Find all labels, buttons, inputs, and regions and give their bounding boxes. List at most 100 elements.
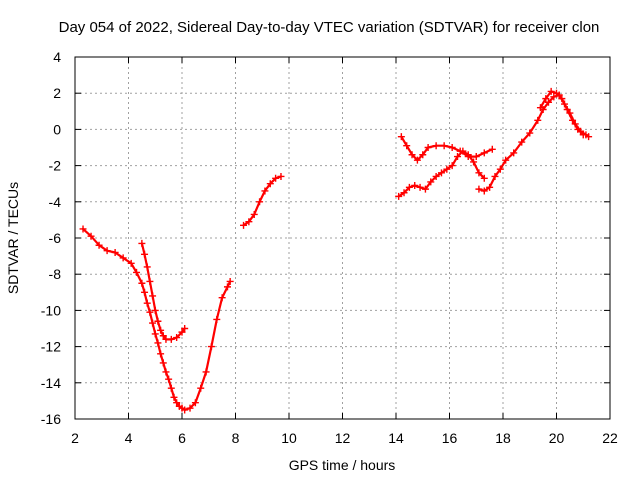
- y-tick-label: -10: [41, 302, 61, 318]
- y-axis-title: SDTVAR / TECUs: [5, 182, 21, 294]
- data-point: [181, 406, 189, 414]
- data-point: [448, 144, 456, 151]
- series-arc-7: [536, 87, 587, 139]
- data-point: [491, 172, 499, 180]
- data-point: [207, 343, 215, 351]
- data-point: [103, 247, 111, 255]
- data-point: [202, 368, 210, 376]
- data-point: [502, 156, 510, 164]
- data-point: [151, 306, 159, 314]
- data-point: [448, 162, 456, 170]
- data-point: [133, 268, 141, 276]
- data-point: [488, 145, 496, 153]
- y-tick-label: -14: [41, 375, 61, 391]
- data-point: [146, 308, 154, 316]
- data-point: [395, 192, 403, 200]
- data-point: [456, 147, 464, 155]
- y-tick-label: -8: [49, 266, 62, 282]
- data-point: [154, 317, 162, 325]
- data-point: [544, 98, 552, 106]
- data-point: [542, 95, 550, 103]
- data-point: [475, 169, 483, 177]
- data-point: [579, 131, 587, 139]
- data-point: [223, 283, 231, 291]
- data-point: [191, 399, 199, 407]
- y-tick-label: -2: [49, 158, 62, 174]
- y-tick-label: -6: [49, 230, 62, 246]
- chart-title: Day 054 of 2022, Sidereal Day-to-day VTE…: [59, 19, 600, 36]
- x-tick-label: 16: [442, 430, 458, 446]
- x-tick-label: 14: [388, 430, 404, 446]
- data-point: [186, 404, 194, 412]
- data-point: [416, 183, 424, 191]
- data-point: [569, 116, 577, 124]
- x-tick-labels: 2 4 6 8 10 12 14 16 18 20 22: [71, 430, 618, 446]
- data-point: [480, 149, 488, 157]
- data-point: [480, 174, 488, 182]
- x-tick-label: 8: [232, 430, 240, 446]
- x-tick-label: 10: [281, 430, 297, 446]
- data-point: [159, 332, 167, 340]
- data-point: [405, 183, 413, 191]
- data-point: [440, 142, 448, 150]
- data-point: [256, 198, 264, 206]
- data-point: [518, 138, 526, 146]
- x-tick-label: 6: [178, 430, 186, 446]
- data-point: [413, 156, 421, 164]
- data-point: [213, 315, 221, 323]
- data-point: [149, 319, 157, 327]
- data-point: [138, 279, 146, 287]
- data-point: [261, 187, 269, 195]
- x-tick-label: 22: [602, 430, 618, 446]
- data-point: [563, 105, 571, 113]
- data-point: [111, 248, 119, 256]
- data-point: [154, 339, 162, 347]
- data-point: [475, 185, 483, 193]
- data-point: [165, 375, 173, 383]
- series-arc-5: [397, 133, 496, 164]
- data-point: [143, 299, 151, 307]
- data-point: [443, 165, 451, 173]
- data-point: [472, 153, 480, 161]
- data-point: [510, 149, 518, 157]
- data-point: [464, 153, 472, 161]
- data-point: [79, 225, 87, 233]
- data-point: [411, 182, 419, 190]
- y-tick-labels: -16 -14 -12 -10 -8 -6 -4 -2 0 2 4: [41, 49, 61, 427]
- data-point: [151, 330, 159, 338]
- data-point: [432, 172, 440, 180]
- data-point: [240, 221, 248, 229]
- data-point: [400, 189, 408, 197]
- data-point: [558, 95, 566, 103]
- x-tick-label: 4: [125, 430, 133, 446]
- data-point: [496, 165, 504, 173]
- data-point: [403, 142, 411, 150]
- data-point: [408, 151, 416, 159]
- data-point: [470, 158, 478, 166]
- y-tick-label: 0: [53, 121, 61, 137]
- data-point: [419, 151, 427, 159]
- x-tick-label: 12: [335, 430, 351, 446]
- data-point: [127, 259, 135, 267]
- data-point: [486, 183, 494, 191]
- x-axis-title: GPS time / hours: [289, 457, 396, 473]
- data-point: [159, 359, 167, 367]
- data-point: [424, 144, 432, 151]
- series-arc-2: [138, 239, 189, 343]
- data-point: [173, 334, 181, 342]
- data-point: [181, 325, 189, 332]
- data-point: [173, 399, 181, 407]
- data-point: [141, 250, 149, 258]
- y-tick-label: 4: [53, 49, 61, 65]
- data-point: [95, 241, 103, 249]
- series-line: [242, 175, 283, 227]
- data-point: [141, 288, 149, 296]
- data-point: [167, 384, 175, 392]
- data-point: [149, 292, 157, 300]
- data-point: [178, 328, 186, 336]
- data-point: [432, 142, 440, 150]
- data-point: [170, 393, 178, 401]
- data-point: [87, 232, 95, 240]
- data-point: [536, 104, 544, 112]
